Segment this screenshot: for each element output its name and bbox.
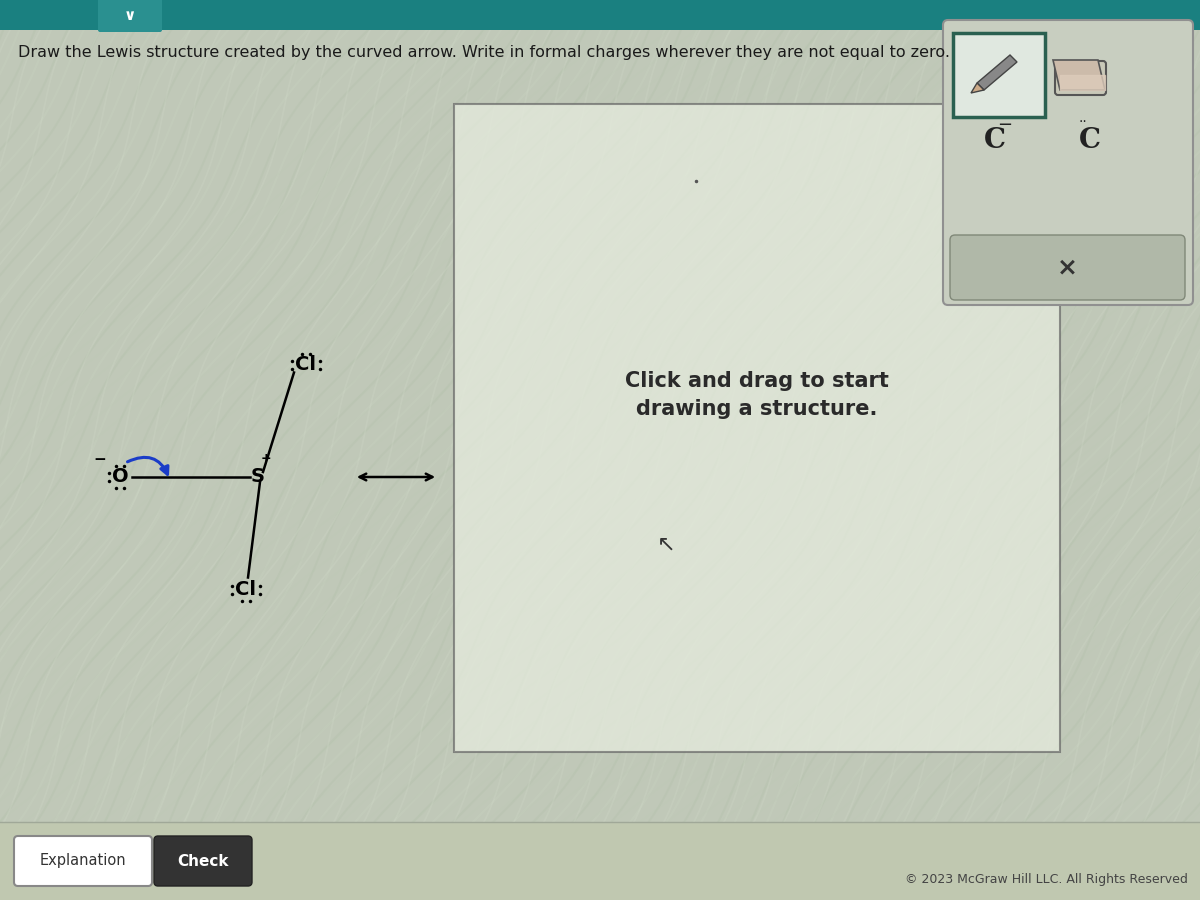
FancyBboxPatch shape xyxy=(154,836,252,886)
FancyBboxPatch shape xyxy=(0,0,1200,30)
Text: ··: ·· xyxy=(1079,115,1087,129)
FancyBboxPatch shape xyxy=(14,836,152,886)
FancyBboxPatch shape xyxy=(98,0,162,32)
FancyArrowPatch shape xyxy=(127,457,168,474)
Text: +: + xyxy=(260,453,271,465)
FancyBboxPatch shape xyxy=(953,33,1045,117)
Text: Cl: Cl xyxy=(295,355,317,374)
Text: C: C xyxy=(1079,127,1102,154)
Text: Draw the Lewis structure created by the curved arrow. Write in formal charges wh: Draw the Lewis structure created by the … xyxy=(18,44,950,59)
FancyBboxPatch shape xyxy=(1055,61,1106,95)
Text: ↖: ↖ xyxy=(656,534,676,554)
FancyBboxPatch shape xyxy=(454,104,1060,752)
Text: S: S xyxy=(251,467,265,487)
Text: ∨: ∨ xyxy=(124,8,136,23)
Text: Click and drag to start
drawing a structure.: Click and drag to start drawing a struct… xyxy=(625,371,888,419)
Text: −: − xyxy=(997,116,1013,134)
Polygon shape xyxy=(977,55,1018,90)
FancyBboxPatch shape xyxy=(943,20,1193,305)
Text: Cl: Cl xyxy=(235,580,257,599)
Text: O: O xyxy=(112,467,128,487)
Polygon shape xyxy=(1054,60,1105,90)
Bar xyxy=(0,822,1200,900)
Polygon shape xyxy=(971,83,984,93)
Text: Check: Check xyxy=(178,853,229,868)
Text: Explanation: Explanation xyxy=(40,853,126,868)
Text: C: C xyxy=(984,127,1006,154)
Text: −: − xyxy=(94,452,107,466)
Text: ×: × xyxy=(1056,256,1078,280)
Text: © 2023 McGraw Hill LLC. All Rights Reserved: © 2023 McGraw Hill LLC. All Rights Reser… xyxy=(905,873,1188,886)
FancyBboxPatch shape xyxy=(950,235,1186,300)
